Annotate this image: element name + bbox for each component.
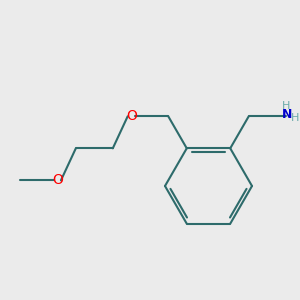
Text: O: O [52,173,63,187]
Text: N: N [282,108,292,121]
Text: H: H [291,113,299,123]
Text: H: H [281,101,290,111]
Text: O: O [126,109,137,123]
